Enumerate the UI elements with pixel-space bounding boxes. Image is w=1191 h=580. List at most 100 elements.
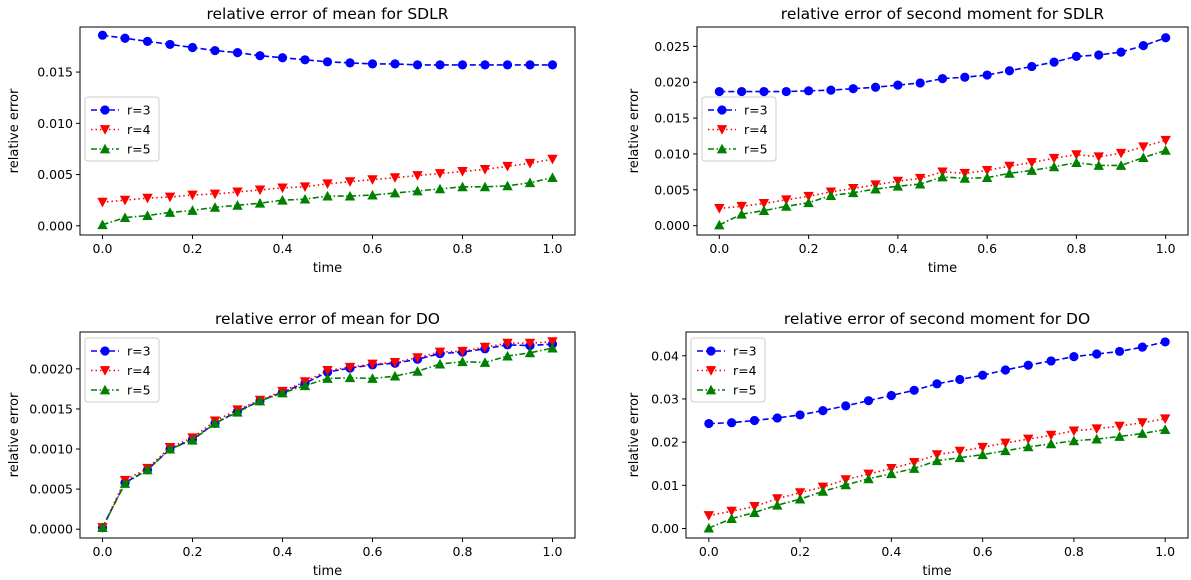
data-point [299, 380, 311, 391]
legend-marker [100, 105, 110, 115]
data-point [502, 350, 513, 361]
data-point [726, 506, 737, 517]
data-point [1004, 168, 1015, 178]
data-point [344, 362, 356, 373]
data-point [457, 356, 468, 367]
data-point [704, 418, 714, 429]
data-point [524, 158, 536, 169]
data-point [794, 488, 806, 498]
legend-entry: r=3 [91, 344, 151, 359]
x-tick-label: 0.0 [93, 544, 113, 559]
data-point [502, 180, 513, 191]
data-point [1161, 33, 1171, 43]
data-point [772, 413, 782, 423]
data-point [142, 36, 153, 46]
legend-entry: r=3 [697, 344, 757, 359]
data-point [547, 60, 558, 70]
data-point [914, 178, 926, 189]
series-r=4 [97, 154, 558, 208]
legend-entry: r=5 [697, 383, 757, 398]
data-point [1000, 365, 1011, 375]
data-point [1115, 160, 1127, 170]
axes-frame [685, 331, 1189, 539]
legend: r=3 r=4 r=5 [690, 337, 766, 403]
data-point [479, 165, 491, 175]
data-point [1071, 150, 1082, 160]
legend-entry: r=5 [91, 383, 151, 398]
data-point [344, 190, 356, 201]
data-point [1004, 161, 1015, 172]
data-point [434, 169, 446, 179]
data-point [209, 202, 221, 212]
y-axis-label: relative error [7, 392, 22, 477]
data-point [703, 522, 715, 533]
x-tick-label: 0.2 [799, 241, 819, 256]
legend-entry: r=3 [708, 103, 768, 118]
chart-title: relative error of mean for SDLR [206, 5, 448, 23]
data-point [1026, 165, 1037, 175]
data-point [1160, 337, 1170, 347]
data-point [367, 373, 378, 383]
y-tick-label: 0.0010 [29, 442, 73, 457]
data-point [322, 179, 333, 189]
chart-title: relative error of mean for DO [215, 310, 440, 328]
legend-label: r=4 [127, 122, 151, 137]
data-point [367, 189, 378, 200]
legend-label: r=3 [733, 344, 757, 359]
data-point [390, 59, 400, 69]
legend-label: r=5 [744, 142, 768, 157]
y-tick-label: 0.015 [37, 65, 73, 80]
data-point [389, 358, 401, 368]
data-point [1114, 431, 1125, 441]
data-point [1023, 360, 1033, 370]
legend-entry: r=5 [91, 142, 151, 157]
y-tick-label: 0.010 [37, 116, 73, 131]
data-point [848, 187, 859, 198]
y-tick-label: 0.005 [654, 182, 690, 197]
data-point [210, 45, 220, 56]
data-point [978, 370, 988, 380]
data-point [412, 185, 423, 196]
data-point [772, 494, 783, 504]
data-point [736, 209, 747, 219]
data-point [502, 338, 513, 349]
data-point [1094, 50, 1104, 60]
data-point [187, 190, 198, 201]
data-point [931, 450, 943, 460]
data-point [886, 468, 897, 479]
subplot-2: relative error of second moment for SDLR… [627, 5, 1189, 276]
data-point [277, 194, 288, 205]
legend-label: r=4 [744, 122, 768, 137]
data-point [714, 204, 725, 214]
legend-entry: r=4 [91, 363, 151, 378]
data-point [209, 418, 221, 428]
x-tick-label: 1.0 [543, 544, 563, 559]
data-point [344, 177, 356, 187]
data-point [479, 181, 491, 192]
data-point [781, 195, 792, 206]
x-tick-label: 0.8 [453, 241, 473, 256]
data-point [322, 57, 333, 67]
data-point [981, 166, 993, 176]
x-axis-label: time [313, 564, 342, 579]
data-point [322, 373, 333, 383]
series-line [708, 428, 1166, 529]
legend-entry: r=4 [697, 363, 757, 378]
data-point [937, 171, 948, 182]
data-point [818, 405, 828, 416]
legend: r=3 r=4 r=5 [84, 96, 160, 162]
data-point [1114, 421, 1125, 432]
data-point [1138, 142, 1149, 152]
data-point [547, 154, 558, 165]
y-tick-label: 0.01 [651, 478, 679, 493]
x-tick-label: 0.6 [363, 241, 383, 256]
data-point [300, 55, 310, 65]
data-point [434, 358, 446, 369]
data-point [848, 84, 858, 94]
data-point [840, 479, 851, 490]
data-point [1068, 426, 1080, 437]
x-tick-label: 0.6 [363, 544, 383, 559]
x-tick-label: 0.4 [888, 241, 908, 256]
data-point [959, 173, 971, 183]
